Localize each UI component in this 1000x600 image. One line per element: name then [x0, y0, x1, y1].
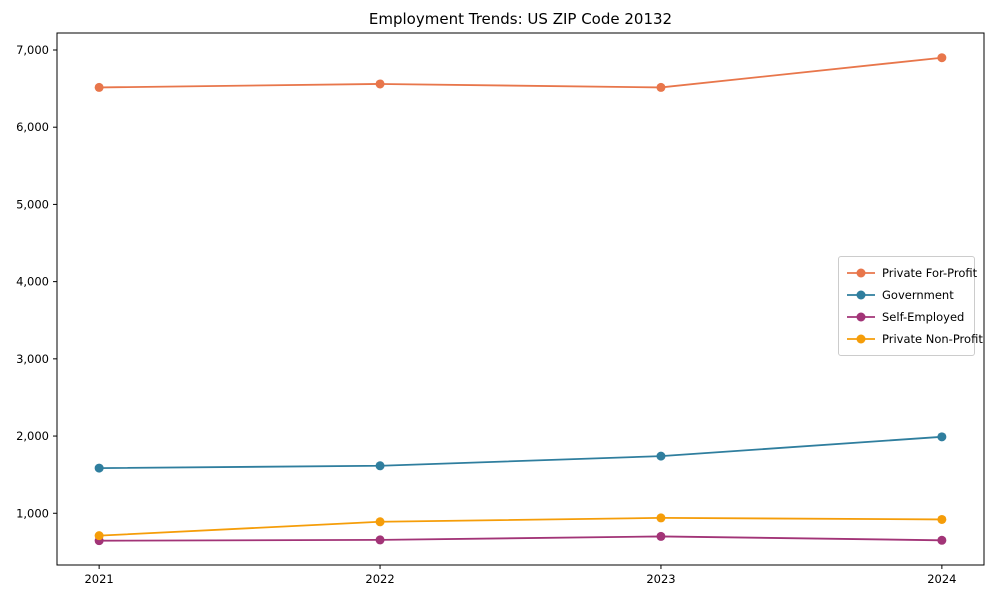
y-tick-label: 4,000 [16, 275, 49, 289]
data-point-marker [94, 531, 104, 541]
legend-label: Private For-Profit [882, 266, 978, 280]
axes-spines [56, 32, 985, 566]
y-tick-label: 6,000 [16, 120, 49, 134]
legend-item: Self-Employed [847, 306, 966, 328]
legend-label: Private Non-Profit [882, 332, 983, 346]
y-tick-label: 7,000 [16, 43, 49, 57]
data-point-marker [937, 53, 947, 63]
legend-marker-icon [847, 268, 875, 278]
data-point-marker [375, 517, 385, 527]
legend-marker-icon [847, 290, 875, 300]
legend-item: Private Non-Profit [847, 328, 983, 350]
data-point-marker [656, 82, 666, 92]
chart-title: Employment Trends: US ZIP Code 20132 [368, 10, 673, 28]
data-point-marker [937, 432, 947, 442]
data-point-marker [375, 79, 385, 89]
data-point-marker [656, 451, 666, 461]
series-line [99, 56, 942, 89]
y-tick-label: 1,000 [16, 506, 49, 520]
series-line [99, 516, 942, 537]
series-line [99, 435, 942, 469]
data-point-marker [94, 82, 104, 92]
legend-label: Government [882, 288, 954, 302]
x-tick-label: 2024 [927, 572, 956, 586]
data-point-marker [94, 463, 104, 473]
data-point-marker [375, 461, 385, 471]
legend-item: Private For-Profit [847, 262, 977, 284]
y-tick-label: 3,000 [16, 352, 49, 366]
data-point-marker [937, 535, 947, 545]
data-point-marker [656, 531, 666, 541]
y-tick-label: 2,000 [16, 429, 49, 443]
data-point-marker [375, 535, 385, 545]
x-tick-label: 2021 [84, 572, 113, 586]
x-tick-label: 2023 [646, 572, 675, 586]
legend-marker-icon [847, 334, 875, 344]
legend-label: Self-Employed [882, 310, 965, 324]
series-line [99, 535, 942, 542]
data-point-marker [656, 513, 666, 523]
y-tick-label: 5,000 [16, 197, 49, 211]
x-tick-label: 2022 [365, 572, 394, 586]
legend-marker-icon [847, 312, 875, 322]
legend: Private For-Profit Government Self-Employe… [838, 256, 983, 356]
legend-item: Government [847, 284, 966, 306]
data-point-marker [937, 514, 947, 524]
